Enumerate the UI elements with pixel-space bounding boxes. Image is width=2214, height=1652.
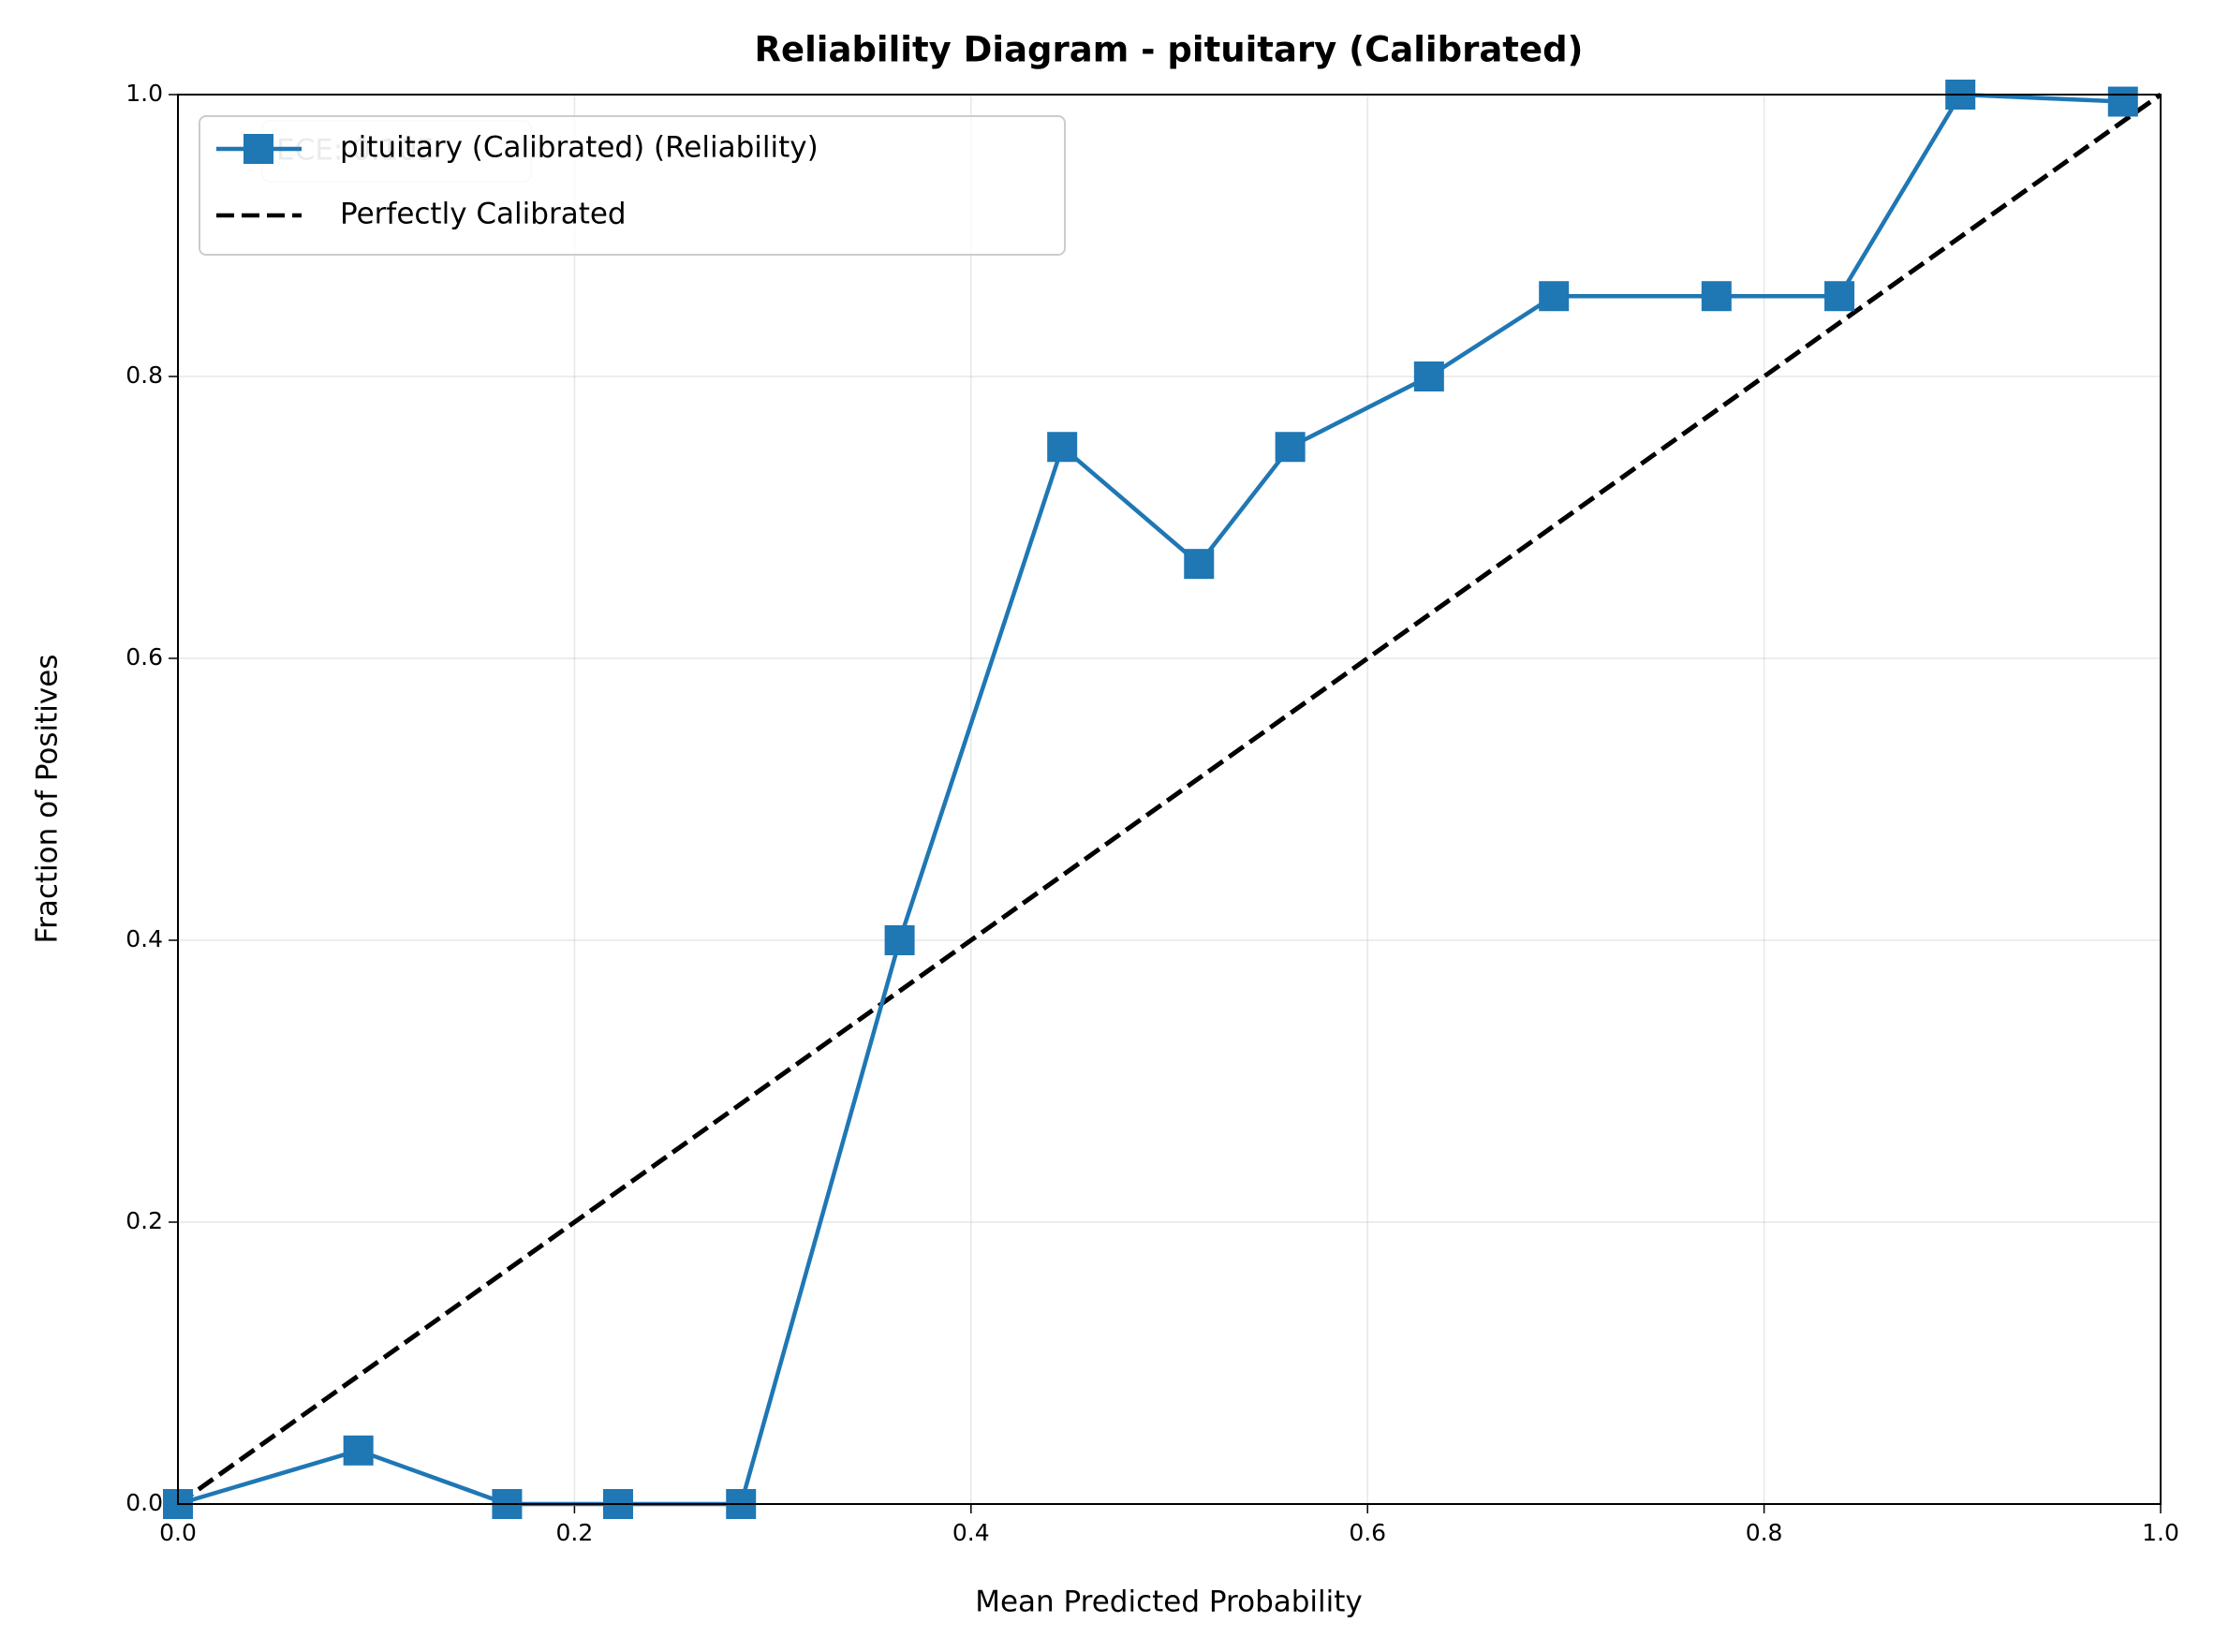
x-axis-label: Mean Predicted Probability — [975, 1586, 1363, 1619]
marker — [1413, 361, 1444, 391]
chart-title: Reliability Diagram - pituitary (Calibra… — [755, 30, 1584, 70]
y-tick-label: 0.0 — [125, 1489, 163, 1516]
y-tick-label: 0.8 — [125, 361, 163, 389]
y-tick-label: 1.0 — [125, 80, 163, 107]
marker — [884, 925, 915, 955]
y-axis-label: Fraction of Positives — [31, 655, 65, 944]
marker — [1184, 549, 1215, 580]
marker — [1275, 432, 1306, 463]
marker — [2107, 86, 2138, 117]
x-tick-label: 0.0 — [159, 1519, 197, 1546]
plot-frame — [177, 94, 2162, 1505]
y-tick-label: 0.6 — [125, 643, 163, 671]
y-tick-label: 0.2 — [125, 1207, 163, 1234]
legend-label: Perfectly Calibrated — [340, 198, 627, 231]
marker — [1539, 281, 1570, 312]
marker — [1701, 281, 1732, 312]
marker — [343, 1435, 374, 1466]
legend-marker — [244, 134, 273, 164]
x-tick-label: 0.8 — [1746, 1519, 1783, 1546]
series-line — [176, 92, 2162, 1507]
legend-label: pituitary (Calibrated) (Reliability) — [340, 131, 819, 165]
marker — [1047, 432, 1078, 463]
legend-box — [199, 115, 1066, 256]
x-tick-label: 1.0 — [2142, 1519, 2179, 1546]
x-tick-label: 0.6 — [1349, 1519, 1386, 1546]
x-tick-label: 0.4 — [952, 1519, 990, 1546]
x-tick-label: 0.2 — [556, 1519, 594, 1546]
y-tick-label: 0.4 — [125, 925, 163, 952]
marker — [1824, 281, 1855, 312]
